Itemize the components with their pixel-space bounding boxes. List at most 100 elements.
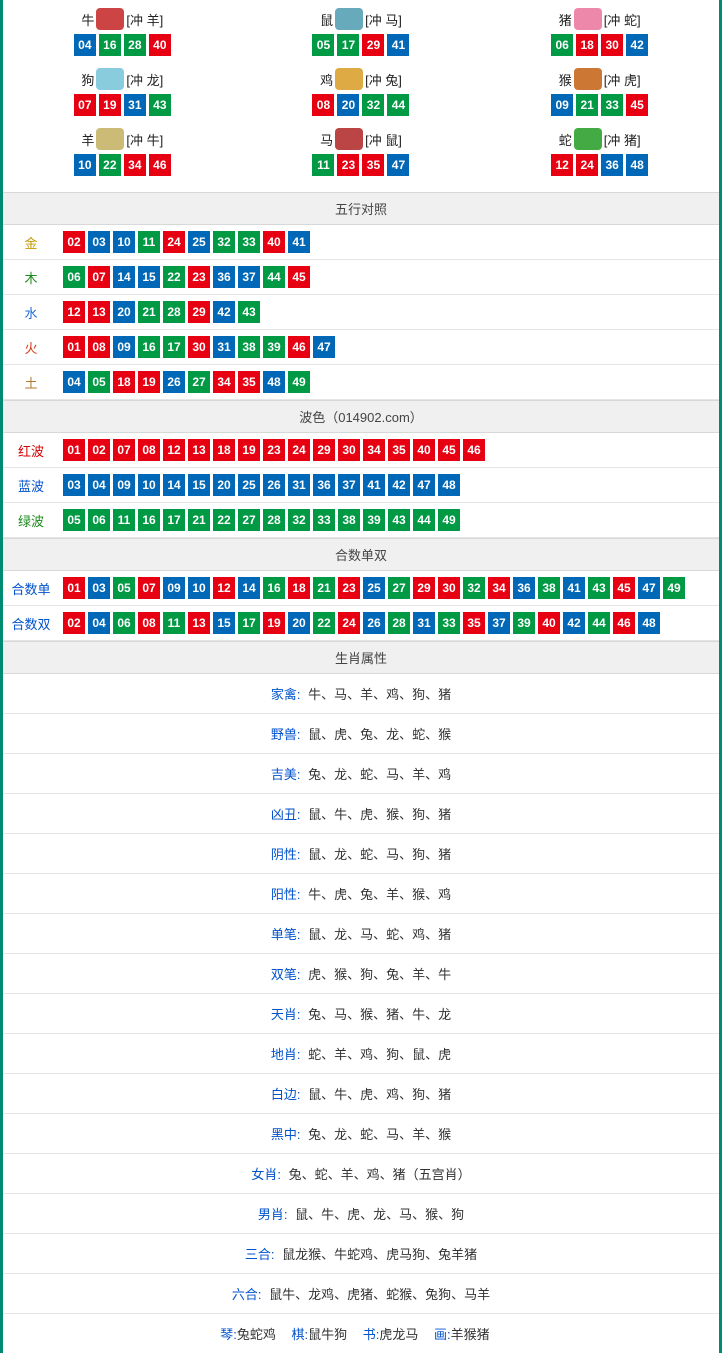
lottery-number: 26: [163, 371, 185, 393]
table-row: 木06071415222336374445: [3, 260, 719, 295]
attribute-row: 单笔: 鼠、龙、马、蛇、鸡、猪: [3, 914, 719, 954]
lottery-number: 39: [263, 336, 285, 358]
zodiac-clash: [冲 虎]: [604, 70, 641, 89]
lottery-number: 37: [488, 612, 510, 634]
lottery-number: 32: [362, 94, 384, 116]
lottery-number: 04: [63, 371, 85, 393]
lottery-number: 20: [337, 94, 359, 116]
attribute-value: 鼠牛、龙鸡、虎猪、蛇猴、兔狗、马羊: [266, 1287, 491, 1302]
lottery-number: 17: [337, 34, 359, 56]
lottery-number: 29: [413, 577, 435, 599]
lottery-number: 09: [551, 94, 573, 116]
bose-header: 波色（014902.com）: [3, 400, 719, 433]
lottery-number: 02: [63, 231, 85, 253]
lottery-number: 23: [338, 577, 360, 599]
lottery-number: 17: [238, 612, 260, 634]
attribute-value: 鼠、牛、虎、龙、马、猴、狗: [292, 1207, 465, 1222]
lottery-number: 47: [413, 474, 435, 496]
lottery-number: 40: [263, 231, 285, 253]
lottery-number: 36: [601, 154, 623, 176]
lottery-number: 30: [188, 336, 210, 358]
zodiac-clash: [冲 马]: [365, 10, 402, 29]
lottery-number: 32: [213, 231, 235, 253]
lottery-number: 36: [313, 474, 335, 496]
lottery-number: 20: [113, 301, 135, 323]
zodiac-title: 马[冲 鼠]: [242, 128, 481, 150]
attribute-value: 鼠、牛、虎、猴、狗、猪: [305, 807, 452, 822]
lottery-number: 35: [362, 154, 384, 176]
lottery-number: 16: [138, 336, 160, 358]
lottery-number: 48: [626, 154, 648, 176]
row-label: 合数单: [3, 579, 59, 598]
zodiac-title: 鸡[冲 兔]: [242, 68, 481, 90]
lottery-number: 39: [513, 612, 535, 634]
bottom-value: 兔蛇鸡: [237, 1327, 280, 1342]
attribute-row: 凶丑: 鼠、牛、虎、猴、狗、猪: [3, 794, 719, 834]
lottery-number: 37: [238, 266, 260, 288]
attribute-label: 野兽:: [271, 727, 301, 742]
lottery-number: 29: [188, 301, 210, 323]
lottery-number: 32: [288, 509, 310, 531]
lottery-number: 09: [113, 474, 135, 496]
lottery-number: 07: [88, 266, 110, 288]
lottery-number: 24: [338, 612, 360, 634]
lottery-number: 16: [99, 34, 121, 56]
zodiac-icon: [335, 68, 363, 90]
zodiac-numbers: 04162840: [3, 34, 242, 56]
lottery-number: 44: [413, 509, 435, 531]
lottery-number: 20: [213, 474, 235, 496]
attribute-label: 白边:: [271, 1087, 301, 1102]
attribute-row: 天肖: 兔、马、猴、猪、牛、龙: [3, 994, 719, 1034]
attribute-row: 家禽: 牛、马、羊、鸡、狗、猪: [3, 674, 719, 714]
lottery-number: 13: [188, 439, 210, 461]
zodiac-cell: 猴[冲 虎]09213345: [480, 64, 719, 124]
zodiac-icon: [574, 68, 602, 90]
zodiac-title: 牛[冲 羊]: [3, 8, 242, 30]
zodiac-numbers: 12243648: [480, 154, 719, 176]
lottery-number: 45: [626, 94, 648, 116]
lottery-number: 40: [149, 34, 171, 56]
attribute-label: 黑中:: [271, 1127, 301, 1142]
lottery-number: 22: [99, 154, 121, 176]
lottery-number: 10: [138, 474, 160, 496]
lottery-number: 46: [463, 439, 485, 461]
row-numbers: 02031011242532334041: [59, 231, 310, 253]
wuxing-header: 五行对照: [3, 192, 719, 225]
lottery-number: 08: [138, 612, 160, 634]
attribute-value: 鼠、龙、马、蛇、鸡、猪: [305, 927, 452, 942]
lottery-number: 34: [363, 439, 385, 461]
lottery-number: 45: [438, 439, 460, 461]
lottery-number: 15: [213, 612, 235, 634]
attribute-value: 兔、马、猴、猪、牛、龙: [305, 1007, 452, 1022]
lottery-number: 29: [362, 34, 384, 56]
zodiac-numbers: 11233547: [242, 154, 481, 176]
attribute-value: 兔、龙、蛇、马、羊、猴: [305, 1127, 452, 1142]
lottery-number: 35: [388, 439, 410, 461]
bottom-value: 虎龙马: [379, 1327, 422, 1342]
lottery-number: 45: [288, 266, 310, 288]
lottery-number: 12: [551, 154, 573, 176]
zodiac-name: 羊: [81, 130, 94, 149]
attribute-value: 兔、龙、蛇、马、羊、鸡: [305, 767, 452, 782]
zodiac-clash: [冲 猪]: [604, 130, 641, 149]
attribute-row: 吉美: 兔、龙、蛇、马、羊、鸡: [3, 754, 719, 794]
lottery-number: 44: [387, 94, 409, 116]
lottery-number: 35: [463, 612, 485, 634]
row-label: 火: [3, 338, 59, 357]
table-row: 火0108091617303138394647: [3, 330, 719, 365]
attribute-label: 男肖:: [258, 1207, 288, 1222]
attribute-label: 双笔:: [271, 967, 301, 982]
lottery-number: 19: [238, 439, 260, 461]
attribute-value: 蛇、羊、鸡、狗、鼠、虎: [305, 1047, 452, 1062]
shuxing-rows: 家禽: 牛、马、羊、鸡、狗、猪野兽: 鼠、虎、兔、龙、蛇、猴吉美: 兔、龙、蛇、…: [3, 674, 719, 1314]
lottery-number: 13: [88, 301, 110, 323]
page-container: 牛[冲 羊]04162840鼠[冲 马]05172941猪[冲 蛇]061830…: [0, 0, 722, 1353]
row-label: 绿波: [3, 511, 59, 530]
attribute-value: 虎、猴、狗、兔、羊、牛: [305, 967, 452, 982]
lottery-number: 22: [163, 266, 185, 288]
row-numbers: 04051819262734354849: [59, 371, 310, 393]
lottery-number: 21: [576, 94, 598, 116]
attribute-row: 地肖: 蛇、羊、鸡、狗、鼠、虎: [3, 1034, 719, 1074]
lottery-number: 08: [88, 336, 110, 358]
lottery-number: 38: [338, 509, 360, 531]
